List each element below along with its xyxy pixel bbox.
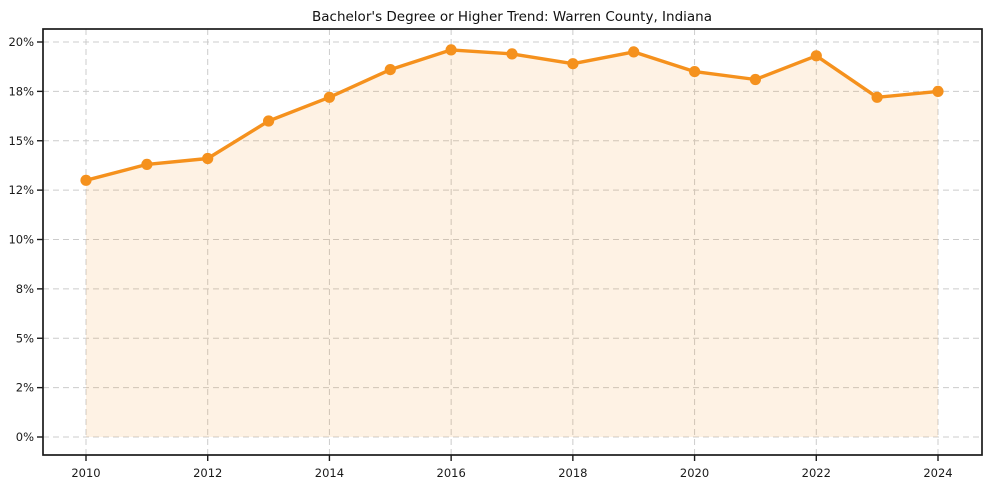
x-tick-label: 2022 — [802, 466, 831, 480]
data-point-2011 — [141, 158, 153, 170]
y-tick-label: 18% — [8, 84, 34, 98]
data-point-2020 — [689, 66, 701, 78]
x-tick-label: 2010 — [71, 466, 100, 480]
data-point-2019 — [628, 46, 640, 58]
plot-border — [42, 28, 983, 456]
data-point-2016 — [445, 44, 457, 56]
data-point-2021 — [749, 73, 762, 86]
data-point-2014 — [323, 91, 335, 103]
y-tick-label: 10% — [8, 233, 34, 247]
data-point-2018 — [567, 58, 579, 70]
x-tick-label: 2012 — [193, 466, 222, 480]
x-tick-label: 2016 — [437, 466, 466, 480]
y-tick-label: 8% — [16, 282, 34, 296]
data-point-2010 — [80, 174, 92, 186]
y-tick-label: 2% — [16, 381, 34, 395]
area-under-line — [86, 49, 938, 438]
data-point-2023 — [871, 91, 883, 103]
y-tick-label: 15% — [8, 134, 34, 148]
y-tick-label: 20% — [8, 35, 34, 49]
y-tick-label: 12% — [8, 183, 34, 197]
chart-title: Bachelor's Degree or Higher Trend: Warre… — [312, 9, 712, 25]
data-point-2024 — [932, 85, 944, 97]
data-point-2013 — [263, 115, 275, 127]
axis-tick-labels: 0% 2% 5% 8% 10% 12% 15% 18% 20% 2010 2012 2014 2016 2… — [8, 35, 952, 480]
y-tick-label: 5% — [16, 331, 34, 345]
data-point-2022 — [810, 50, 822, 62]
x-tick-label: 2018 — [558, 466, 587, 480]
data-point-2017 — [506, 48, 518, 60]
x-tick-label: 2024 — [923, 466, 952, 480]
area-fill — [86, 49, 938, 438]
data-points — [80, 44, 944, 186]
y-tick-label: 0% — [16, 430, 34, 444]
data-point-2015 — [384, 64, 396, 76]
x-tick-label: 2014 — [315, 466, 344, 480]
x-tick-label: 2020 — [680, 466, 709, 480]
axis-tick-marks — [37, 41, 939, 461]
data-point-2012 — [202, 152, 214, 165]
